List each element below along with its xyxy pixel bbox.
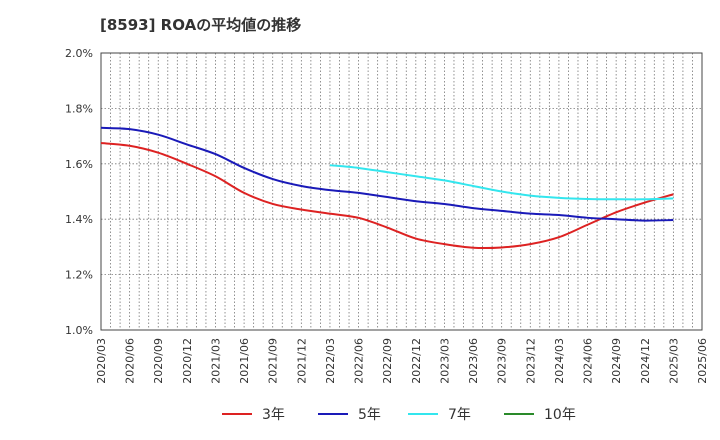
x-tick-label: 2023/12 xyxy=(524,338,537,384)
x-tick-label: 2020/09 xyxy=(152,338,165,384)
x-tick-label: 2023/03 xyxy=(438,338,451,384)
x-tick-label: 2022/03 xyxy=(324,338,337,384)
y-tick-label: 1.0% xyxy=(65,324,93,337)
x-tick-label: 2022/09 xyxy=(381,338,394,384)
legend-label: 3年 xyxy=(262,407,285,423)
x-tick-label: 2023/09 xyxy=(496,338,509,384)
legend-label: 7年 xyxy=(448,407,471,423)
x-tick-label: 2021/09 xyxy=(267,338,280,384)
series-line-3 xyxy=(329,164,674,201)
x-tick-label: 2024/12 xyxy=(639,338,652,384)
chart-title: [8593] ROAの平均値の推移 xyxy=(100,16,302,34)
legend-label: 5年 xyxy=(358,407,381,423)
x-tick-label: 2020/12 xyxy=(181,338,194,384)
y-tick-label: 1.8% xyxy=(65,102,93,115)
series-line-1 xyxy=(100,142,674,250)
x-tick-label: 2024/03 xyxy=(553,338,566,384)
x-tick-label: 2023/06 xyxy=(467,338,480,384)
x-tick-label: 2025/03 xyxy=(667,338,680,384)
x-tick-label: 2024/06 xyxy=(582,338,595,384)
x-tick-label: 2024/09 xyxy=(610,338,623,384)
y-tick-label: 1.2% xyxy=(65,269,93,282)
x-tick-label: 2022/06 xyxy=(353,338,366,384)
x-tick-label: 2021/06 xyxy=(238,338,251,384)
x-tick-label: 2020/03 xyxy=(95,338,108,384)
x-tick-label: 2020/06 xyxy=(124,338,137,384)
plot-border xyxy=(100,52,703,331)
x-tick-label: 2025/06 xyxy=(696,338,709,384)
legend-label: 10年 xyxy=(544,407,576,423)
x-tick-label: 2021/12 xyxy=(295,338,308,384)
plot-area xyxy=(101,53,702,330)
y-tick-label: 1.6% xyxy=(65,158,93,171)
x-tick-label: 2021/03 xyxy=(209,338,222,384)
y-tick-label: 2.0% xyxy=(65,47,93,60)
x-tick-label: 2022/12 xyxy=(410,338,423,384)
series-line-2 xyxy=(100,126,674,222)
y-tick-label: 1.4% xyxy=(65,213,93,226)
